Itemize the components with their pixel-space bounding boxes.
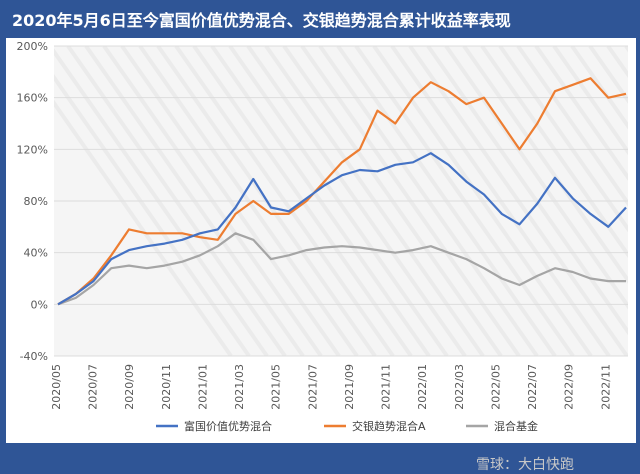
- y-tick-label: 120%: [17, 143, 48, 156]
- y-tick-label: -40%: [20, 350, 48, 363]
- x-tick-label: 2021/05: [270, 364, 283, 410]
- x-tick-label: 2021/09: [343, 364, 356, 410]
- x-tick-label: 2022/07: [526, 364, 539, 410]
- x-tick-label: 2021/11: [380, 364, 393, 410]
- x-tick-label: 2020/11: [160, 364, 173, 410]
- chart-frame: 2020年5月6日至今富国价值优势混合、交银趋势混合累计收益率表现 200% 16…: [6, 11, 636, 473]
- x-tick-label: 2021/03: [233, 364, 246, 410]
- y-tick-label: 40%: [24, 247, 48, 260]
- x-tick-label: 2021/07: [306, 364, 319, 410]
- x-tick-label: 2020/09: [123, 364, 136, 410]
- line-chart: 200% 160% 120% 80% 40% 0% -40%2020/05 2020/07 20…: [17, 40, 628, 433]
- y-tick-label: 160%: [17, 92, 48, 105]
- chart-title: 2020年5月6日至今富国价值优势混合、交银趋势混合累计收益率表现: [12, 11, 511, 30]
- legend-label: 混合基金: [494, 419, 538, 433]
- series-line: [57, 77, 627, 306]
- x-tick-label: 2020/05: [50, 364, 63, 410]
- series-line: [57, 152, 627, 306]
- y-tick-label: 200%: [17, 40, 48, 53]
- y-tick-label: 0%: [31, 298, 48, 311]
- legend-label: 交银趋势混合A: [352, 419, 426, 433]
- x-tick-label: 2022/09: [563, 364, 576, 410]
- y-tick-label: 80%: [24, 195, 48, 208]
- x-tick-label: 2022/03: [453, 364, 466, 410]
- x-tick-label: 2020/07: [87, 364, 100, 410]
- x-tick-label: 2022/05: [489, 364, 502, 410]
- legend-label: 富国价值优势混合: [184, 419, 272, 433]
- watermark: 雪球：大白快跑: [476, 457, 574, 473]
- chart-panel: 200% 160% 120% 80% 40% 0% -40% 2020/05 2020/07 20…: [6, 38, 636, 473]
- x-tick-label: 2022/11: [599, 364, 612, 410]
- series-line: [57, 232, 626, 306]
- x-tick-label: 2021/01: [196, 364, 209, 410]
- x-tick-label: 2022/01: [416, 364, 429, 410]
